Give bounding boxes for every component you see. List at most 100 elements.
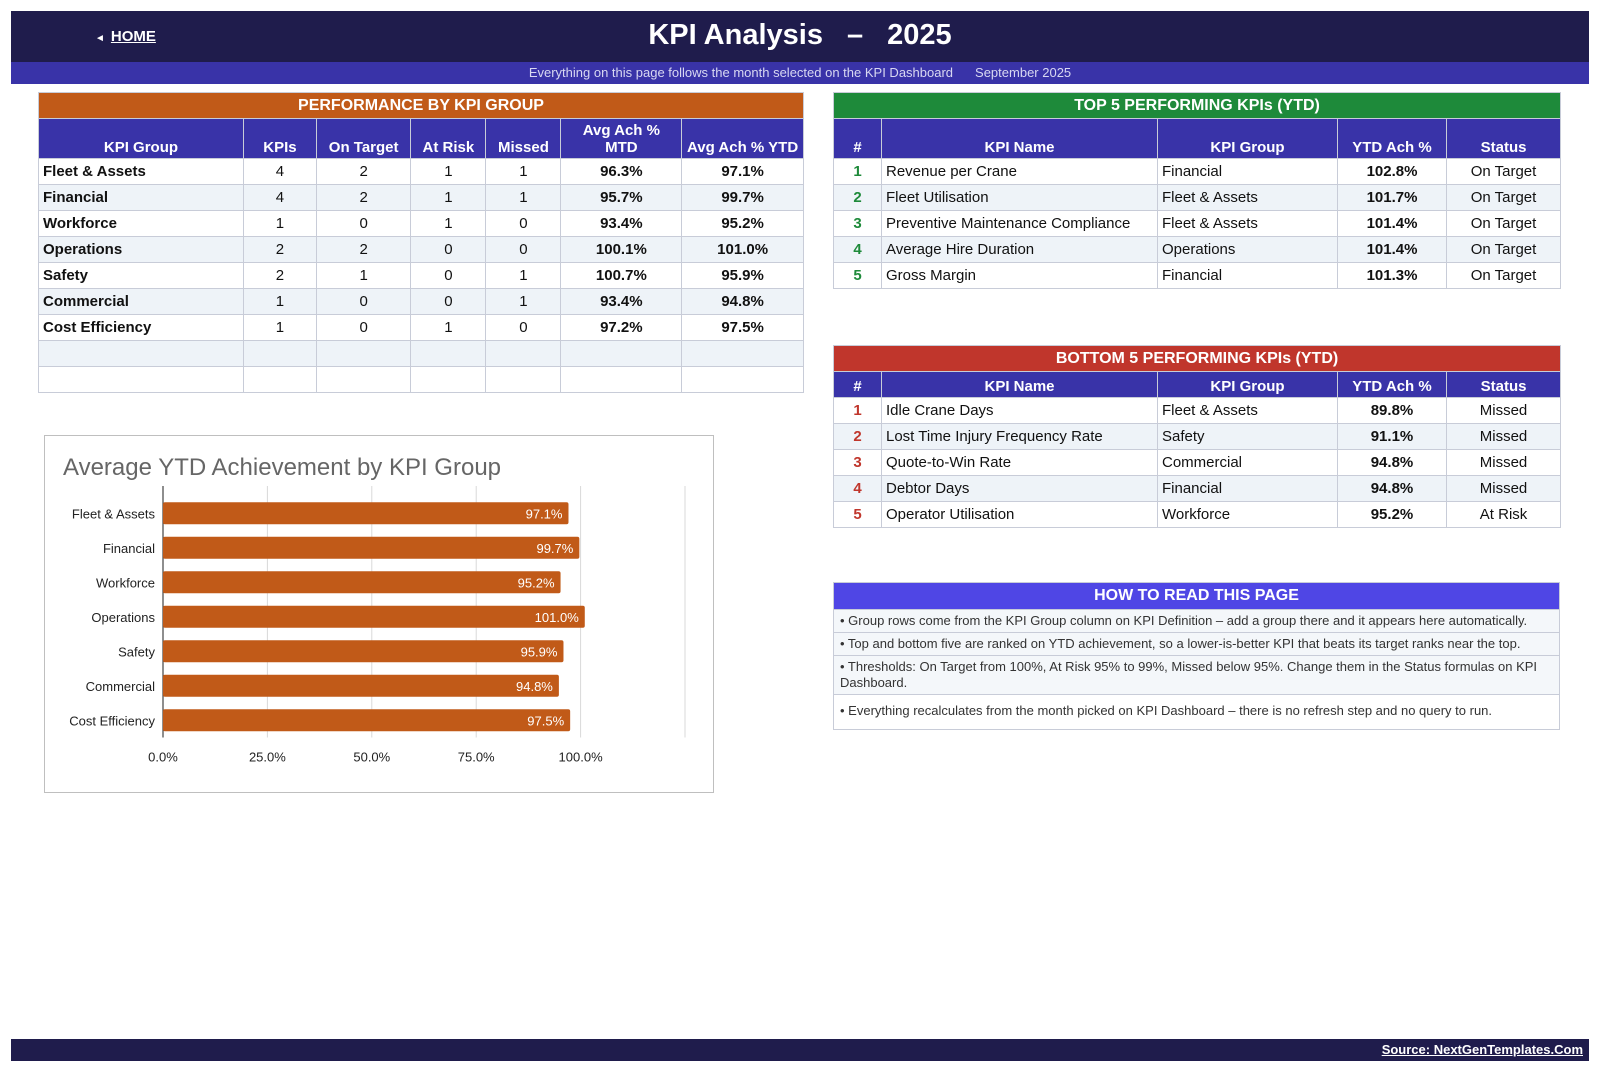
table-cell: 1 [833, 397, 882, 424]
table-cell: On Target [1445, 210, 1562, 237]
table-cell: 2 [833, 184, 882, 211]
howto-item: • Thresholds: On Target from 100%, At Ri… [834, 655, 1559, 694]
home-link[interactable]: ◄ HOME [95, 28, 156, 45]
table-cell: Fleet & Assets [1157, 210, 1338, 237]
empty-row [38, 340, 804, 367]
table-cell: Financial [1157, 262, 1338, 289]
table-cell [315, 366, 412, 393]
title-text: KPI Analysis [648, 19, 823, 51]
table-cell [681, 366, 804, 393]
table-cell: 95.9% [681, 262, 804, 289]
column-header: Avg Ach % YTD [681, 118, 804, 159]
table-cell: 0 [410, 288, 487, 315]
table-row: 4 Debtor Days Financial 94.8% Missed [833, 475, 1562, 502]
table-cell: 94.8% [1337, 475, 1447, 502]
table-cell: 1 [485, 158, 562, 185]
x-tick-label: 100.0% [559, 750, 604, 765]
table-cell: 1 [242, 288, 317, 315]
table-cell: 101.0% [681, 236, 804, 263]
table-cell: 97.1% [681, 158, 804, 185]
table-cell: 94.8% [681, 288, 804, 315]
table-cell: 4 [242, 184, 317, 211]
column-header: KPI Group [1157, 118, 1338, 159]
page-title: KPI Analysis –2025 [11, 19, 1589, 52]
table-cell: 100.7% [560, 262, 683, 289]
table-cell: On Target [1445, 184, 1562, 211]
table-cell: 96.3% [560, 158, 683, 185]
x-tick-label: 75.0% [458, 750, 495, 765]
table-cell: Operator Utilisation [881, 501, 1158, 528]
table-cell: 0 [485, 314, 562, 341]
category-label: Cost Efficiency [69, 713, 155, 728]
table-cell: 95.7% [560, 184, 683, 211]
table-row: Fleet & Assets 4 2 1 1 96.3% 97.1% [38, 158, 804, 185]
table-cell: 4 [833, 236, 882, 263]
table-cell: Financial [1157, 158, 1338, 185]
table-cell: 0 [485, 210, 562, 237]
bar [163, 709, 571, 732]
bar-value-label: 95.9% [521, 644, 558, 659]
ytd-achievement-chart: Average YTD Achievement by KPI Group 0.0… [44, 435, 714, 793]
table-cell: On Target [1445, 158, 1562, 185]
table-cell: 101.4% [1337, 210, 1447, 237]
subtitle: Everything on this page follows the mont… [528, 65, 954, 80]
how-to-read-panel: HOW TO READ THIS PAGE • Group rows come … [833, 582, 1560, 730]
column-header: KPI Name [881, 118, 1158, 159]
table-cell: 95.2% [681, 210, 804, 237]
column-header: Missed [485, 118, 562, 159]
table-cell: 2 [833, 423, 882, 450]
table-row: 5 Gross Margin Financial 101.3% On Target [833, 262, 1562, 289]
selected-month: September 2025 [975, 65, 1072, 80]
table-cell: 4 [242, 158, 317, 185]
top5-banner: TOP 5 PERFORMING KPIs (YTD) [832, 92, 1562, 119]
table-row: Operations 2 2 0 0 100.1% 101.0% [38, 236, 804, 263]
column-header: Status [1445, 118, 1562, 159]
table-cell: 101.7% [1337, 184, 1447, 211]
bar-value-label: 95.2% [518, 575, 555, 590]
bar [163, 571, 561, 594]
table-cell: Financial [38, 184, 244, 211]
table-cell: Operations [1157, 236, 1338, 263]
source-link[interactable]: Source: NextGenTemplates.Com [1381, 1042, 1583, 1057]
table-cell: 0 [315, 210, 412, 237]
table-cell: 4 [833, 475, 882, 502]
column-header: KPI Group [38, 118, 244, 159]
title-year: 2025 [887, 19, 952, 51]
table-row: Workforce 1 0 1 0 93.4% 95.2% [38, 210, 804, 237]
table-cell: 94.8% [1337, 449, 1447, 476]
table-cell [681, 340, 804, 367]
category-label: Workforce [96, 575, 155, 590]
bar-value-label: 101.0% [535, 610, 580, 625]
table-cell: 0 [410, 236, 487, 263]
table-cell [485, 366, 562, 393]
table-cell: Workforce [1157, 501, 1338, 528]
table-cell: Average Hire Duration [881, 236, 1158, 263]
bar-value-label: 97.1% [526, 506, 563, 521]
table-cell: 2 [315, 184, 412, 211]
how-to-read-title: HOW TO READ THIS PAGE [834, 583, 1559, 609]
column-header: KPI Group [1157, 371, 1338, 398]
table-row: Commercial 1 0 0 1 93.4% 94.8% [38, 288, 804, 315]
category-label: Fleet & Assets [72, 506, 156, 521]
column-header: YTD Ach % [1337, 371, 1447, 398]
table-cell [485, 340, 562, 367]
table-cell: Cost Efficiency [38, 314, 244, 341]
table-cell: 0 [315, 314, 412, 341]
howto-item: • Top and bottom five are ranked on YTD … [834, 632, 1559, 655]
table-cell: 1 [833, 158, 882, 185]
bar-value-label: 94.8% [516, 679, 553, 694]
table-cell: At Risk [1445, 501, 1562, 528]
header-bar: ◄ HOME KPI Analysis –2025 [11, 11, 1589, 62]
table-cell: On Target [1445, 262, 1562, 289]
column-header: KPI Name [881, 371, 1158, 398]
table-cell: Operations [38, 236, 244, 263]
title-dash: – [846, 19, 864, 51]
column-header: Status [1445, 371, 1562, 398]
table-cell: 5 [833, 262, 882, 289]
column-header: # [833, 118, 882, 159]
table-cell: 1 [410, 184, 487, 211]
table-cell: 3 [833, 210, 882, 237]
table-cell [410, 340, 487, 367]
table-cell [560, 340, 683, 367]
table-cell: 1 [242, 210, 317, 237]
